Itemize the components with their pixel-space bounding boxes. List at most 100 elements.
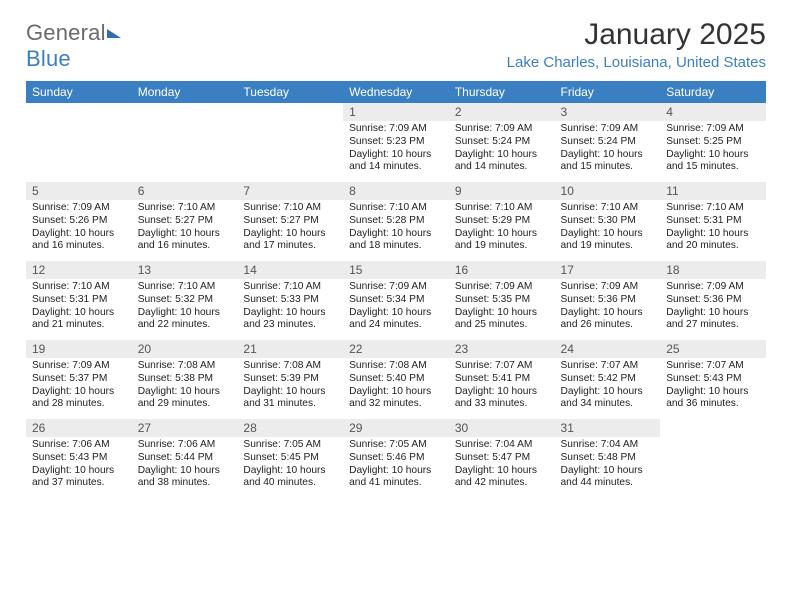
sunrise-line: Sunrise: 7:09 AM <box>32 202 126 215</box>
day-cell: 7Sunrise: 7:10 AMSunset: 5:27 PMDaylight… <box>237 182 343 261</box>
daylight-line: Daylight: 10 hours and 22 minutes. <box>138 307 232 333</box>
day-body: Sunrise: 7:08 AMSunset: 5:39 PMDaylight:… <box>237 358 343 419</box>
daylight-line: Daylight: 10 hours and 15 minutes. <box>666 149 760 175</box>
day-number: 25 <box>660 340 766 358</box>
day-body: Sunrise: 7:04 AMSunset: 5:48 PMDaylight:… <box>555 437 661 498</box>
week-row: 26Sunrise: 7:06 AMSunset: 5:43 PMDayligh… <box>26 419 766 498</box>
day-number: 20 <box>132 340 238 358</box>
daylight-line: Daylight: 10 hours and 36 minutes. <box>666 386 760 412</box>
sunrise-line: Sunrise: 7:08 AM <box>138 360 232 373</box>
daylight-line: Daylight: 10 hours and 40 minutes. <box>243 465 337 491</box>
day-cell: 4Sunrise: 7:09 AMSunset: 5:25 PMDaylight… <box>660 103 766 182</box>
daylight-line: Daylight: 10 hours and 29 minutes. <box>138 386 232 412</box>
sunrise-line: Sunrise: 7:10 AM <box>561 202 655 215</box>
daylight-line: Daylight: 10 hours and 37 minutes. <box>32 465 126 491</box>
day-body: Sunrise: 7:09 AMSunset: 5:34 PMDaylight:… <box>343 279 449 340</box>
day-body: Sunrise: 7:10 AMSunset: 5:28 PMDaylight:… <box>343 200 449 261</box>
sunset-line: Sunset: 5:36 PM <box>666 294 760 307</box>
daylight-line: Daylight: 10 hours and 14 minutes. <box>349 149 443 175</box>
day-cell: 28Sunrise: 7:05 AMSunset: 5:45 PMDayligh… <box>237 419 343 498</box>
day-cell <box>132 103 238 182</box>
day-number: 7 <box>237 182 343 200</box>
sunset-line: Sunset: 5:27 PM <box>138 215 232 228</box>
calendar-table: SundayMondayTuesdayWednesdayThursdayFrid… <box>26 81 766 498</box>
daylight-line: Daylight: 10 hours and 16 minutes. <box>138 228 232 254</box>
day-cell: 10Sunrise: 7:10 AMSunset: 5:30 PMDayligh… <box>555 182 661 261</box>
sunrise-line: Sunrise: 7:10 AM <box>138 202 232 215</box>
daylight-line: Daylight: 10 hours and 44 minutes. <box>561 465 655 491</box>
sunset-line: Sunset: 5:44 PM <box>138 452 232 465</box>
col-header: Saturday <box>660 81 766 103</box>
day-number: 13 <box>132 261 238 279</box>
sunrise-line: Sunrise: 7:08 AM <box>349 360 443 373</box>
day-body <box>660 437 766 497</box>
daylight-line: Daylight: 10 hours and 26 minutes. <box>561 307 655 333</box>
sunset-line: Sunset: 5:48 PM <box>561 452 655 465</box>
brand-part2: Blue <box>26 46 71 71</box>
daylight-line: Daylight: 10 hours and 21 minutes. <box>32 307 126 333</box>
day-number: 4 <box>660 103 766 121</box>
day-number: 12 <box>26 261 132 279</box>
day-body: Sunrise: 7:10 AMSunset: 5:27 PMDaylight:… <box>237 200 343 261</box>
sunrise-line: Sunrise: 7:04 AM <box>561 439 655 452</box>
sunset-line: Sunset: 5:38 PM <box>138 373 232 386</box>
sunset-line: Sunset: 5:37 PM <box>32 373 126 386</box>
sunrise-line: Sunrise: 7:09 AM <box>455 123 549 136</box>
day-body: Sunrise: 7:10 AMSunset: 5:33 PMDaylight:… <box>237 279 343 340</box>
day-number: 27 <box>132 419 238 437</box>
day-number: 15 <box>343 261 449 279</box>
week-row: 5Sunrise: 7:09 AMSunset: 5:26 PMDaylight… <box>26 182 766 261</box>
day-body: Sunrise: 7:10 AMSunset: 5:32 PMDaylight:… <box>132 279 238 340</box>
day-body: Sunrise: 7:07 AMSunset: 5:42 PMDaylight:… <box>555 358 661 419</box>
day-body: Sunrise: 7:09 AMSunset: 5:37 PMDaylight:… <box>26 358 132 419</box>
day-cell: 11Sunrise: 7:10 AMSunset: 5:31 PMDayligh… <box>660 182 766 261</box>
day-body: Sunrise: 7:10 AMSunset: 5:31 PMDaylight:… <box>660 200 766 261</box>
page-title: January 2025 <box>26 18 766 52</box>
day-body: Sunrise: 7:09 AMSunset: 5:24 PMDaylight:… <box>449 121 555 182</box>
daylight-line: Daylight: 10 hours and 28 minutes. <box>32 386 126 412</box>
day-number <box>26 103 132 121</box>
day-number <box>132 103 238 121</box>
sunset-line: Sunset: 5:23 PM <box>349 136 443 149</box>
daylight-line: Daylight: 10 hours and 19 minutes. <box>455 228 549 254</box>
day-body: Sunrise: 7:10 AMSunset: 5:27 PMDaylight:… <box>132 200 238 261</box>
sunset-line: Sunset: 5:24 PM <box>561 136 655 149</box>
brand-part1: General <box>26 20 106 45</box>
day-cell: 2Sunrise: 7:09 AMSunset: 5:24 PMDaylight… <box>449 103 555 182</box>
brand-logo: General Blue <box>26 20 121 72</box>
day-number: 19 <box>26 340 132 358</box>
day-number: 10 <box>555 182 661 200</box>
daylight-line: Daylight: 10 hours and 15 minutes. <box>561 149 655 175</box>
sunrise-line: Sunrise: 7:10 AM <box>243 281 337 294</box>
day-body <box>132 121 238 181</box>
daylight-line: Daylight: 10 hours and 23 minutes. <box>243 307 337 333</box>
day-body: Sunrise: 7:05 AMSunset: 5:46 PMDaylight:… <box>343 437 449 498</box>
day-number: 11 <box>660 182 766 200</box>
day-number: 23 <box>449 340 555 358</box>
sunrise-line: Sunrise: 7:05 AM <box>243 439 337 452</box>
sunrise-line: Sunrise: 7:09 AM <box>666 281 760 294</box>
day-number: 18 <box>660 261 766 279</box>
day-cell: 14Sunrise: 7:10 AMSunset: 5:33 PMDayligh… <box>237 261 343 340</box>
day-cell: 30Sunrise: 7:04 AMSunset: 5:47 PMDayligh… <box>449 419 555 498</box>
sunset-line: Sunset: 5:40 PM <box>349 373 443 386</box>
daylight-line: Daylight: 10 hours and 31 minutes. <box>243 386 337 412</box>
sunset-line: Sunset: 5:46 PM <box>349 452 443 465</box>
col-header: Tuesday <box>237 81 343 103</box>
sunset-line: Sunset: 5:43 PM <box>666 373 760 386</box>
day-body: Sunrise: 7:09 AMSunset: 5:36 PMDaylight:… <box>660 279 766 340</box>
calendar-page: General Blue January 2025 Lake Charles, … <box>0 0 792 508</box>
sunrise-line: Sunrise: 7:10 AM <box>666 202 760 215</box>
day-number: 8 <box>343 182 449 200</box>
sunset-line: Sunset: 5:34 PM <box>349 294 443 307</box>
daylight-line: Daylight: 10 hours and 33 minutes. <box>455 386 549 412</box>
day-cell: 16Sunrise: 7:09 AMSunset: 5:35 PMDayligh… <box>449 261 555 340</box>
day-cell: 9Sunrise: 7:10 AMSunset: 5:29 PMDaylight… <box>449 182 555 261</box>
location-subtitle: Lake Charles, Louisiana, United States <box>26 54 766 71</box>
day-number: 30 <box>449 419 555 437</box>
day-number: 5 <box>26 182 132 200</box>
day-number: 2 <box>449 103 555 121</box>
day-cell: 26Sunrise: 7:06 AMSunset: 5:43 PMDayligh… <box>26 419 132 498</box>
sunset-line: Sunset: 5:31 PM <box>666 215 760 228</box>
week-row: 19Sunrise: 7:09 AMSunset: 5:37 PMDayligh… <box>26 340 766 419</box>
